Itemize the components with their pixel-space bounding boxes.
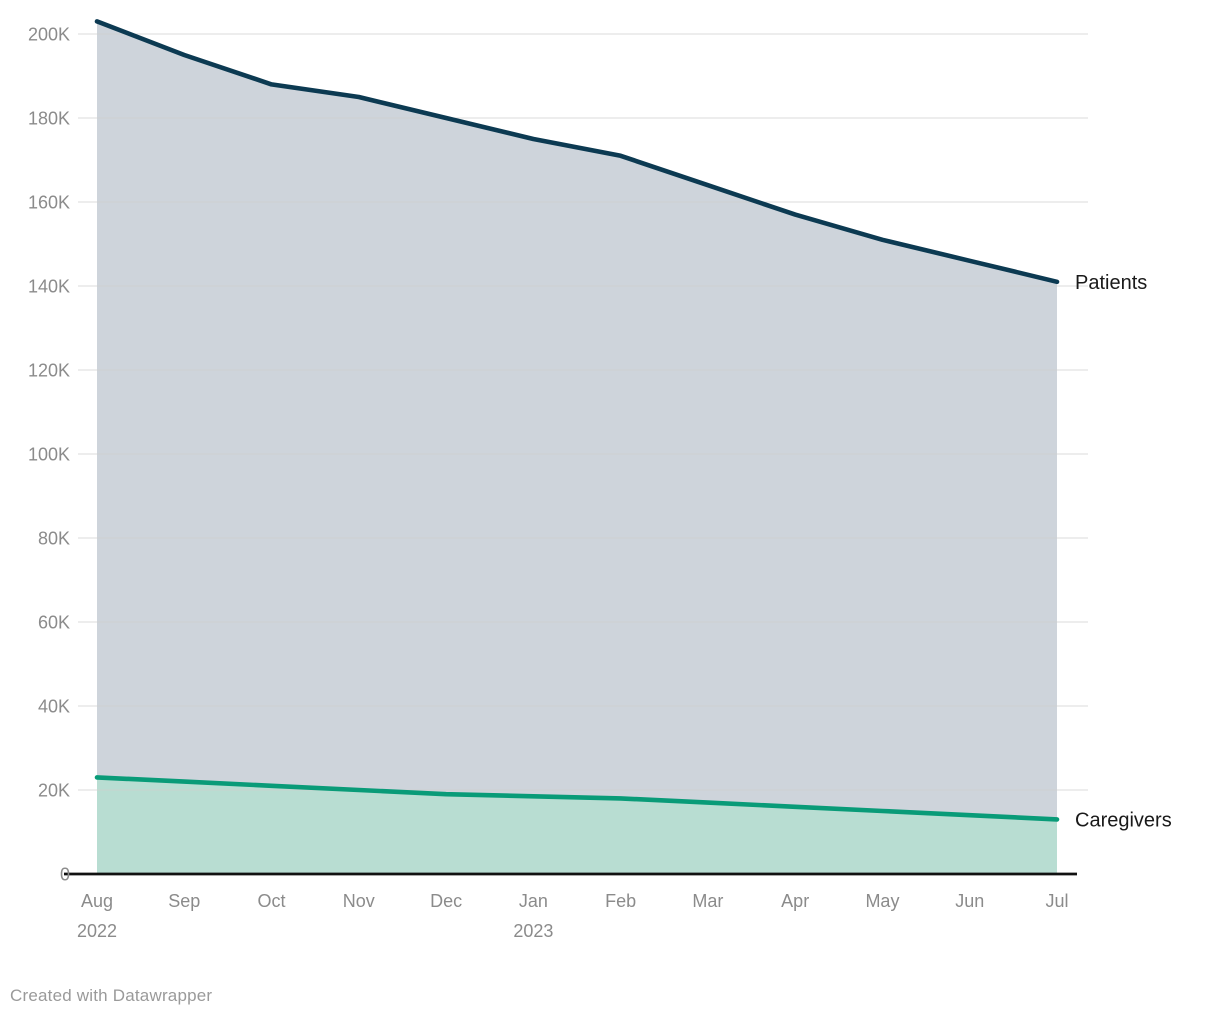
y-tick-label: 140K xyxy=(28,277,70,297)
x-tick-year-label: 2022 xyxy=(77,921,117,941)
x-tick-label: Jun xyxy=(955,891,984,911)
y-tick-label: 200K xyxy=(28,25,70,45)
caregivers-area[interactable] xyxy=(97,777,1057,874)
y-tick-label: 80K xyxy=(38,529,70,549)
x-tick-label: Sep xyxy=(168,891,200,911)
x-tick-label: May xyxy=(865,891,899,911)
y-tick-label: 20K xyxy=(38,781,70,801)
caregivers-line[interactable] xyxy=(94,775,1060,822)
credit-footer[interactable]: Created with Datawrapper xyxy=(10,986,213,1005)
x-tick-label: Apr xyxy=(781,891,809,911)
y-tick-label: 100K xyxy=(28,445,70,465)
x-tick-label: Dec xyxy=(430,891,462,911)
x-tick-label: Oct xyxy=(258,891,286,911)
patients-area[interactable] xyxy=(97,21,1057,874)
y-tick-label: 120K xyxy=(28,361,70,381)
y-tick-label: 180K xyxy=(28,109,70,129)
y-tick-label: 40K xyxy=(38,697,70,717)
y-tick-label: 160K xyxy=(28,193,70,213)
y-tick-label: 0 xyxy=(60,865,70,885)
patients-line[interactable] xyxy=(94,19,1060,285)
x-tick-label: Mar xyxy=(692,891,723,911)
x-tick-label: Nov xyxy=(343,891,375,911)
series-end-label-caregivers: Caregivers xyxy=(1075,809,1172,831)
x-tick-year-label: 2023 xyxy=(513,921,553,941)
x-tick-label: Jul xyxy=(1045,891,1068,911)
y-tick-label: 60K xyxy=(38,613,70,633)
x-tick-label: Aug xyxy=(81,891,113,911)
x-tick-label: Feb xyxy=(605,891,636,911)
series-end-label-patients: Patients xyxy=(1075,272,1147,294)
x-tick-label: Jan xyxy=(519,891,548,911)
